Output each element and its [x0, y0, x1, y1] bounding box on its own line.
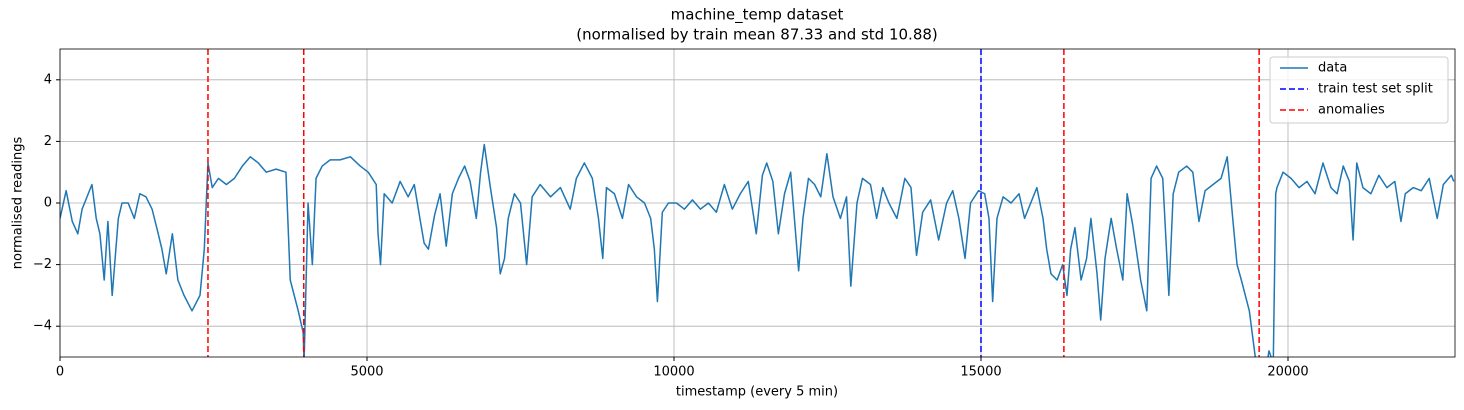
data-line: [60, 143, 1455, 357]
plot-area: [60, 49, 1455, 357]
y-tick-label: −4: [33, 319, 52, 334]
x-tick-label: 20000: [1267, 365, 1308, 380]
y-tick-label: 0: [44, 196, 52, 211]
legend-label: train test set split: [1318, 82, 1433, 97]
legend-box: [1269, 56, 1449, 124]
legend: data train test set split anomalies: [1269, 56, 1449, 124]
y-tick-label: −2: [33, 257, 52, 272]
x-tick-label: 5000: [350, 365, 383, 380]
legend-label: data: [1318, 61, 1347, 76]
chart-title: machine_temp dataset: [671, 6, 844, 25]
x-tick-label: 10000: [653, 365, 694, 380]
legend-label: anomalies: [1318, 103, 1385, 118]
y-tick-label: 2: [44, 134, 52, 149]
y-axis-label: normalised readings: [11, 137, 26, 270]
grid: [59, 49, 1455, 357]
chart-subtitle: (normalised by train mean 87.33 and std …: [576, 26, 938, 44]
x-tick-label: 0: [56, 365, 64, 380]
y-tick-label: 4: [44, 72, 52, 87]
x-axis-label: timestamp (every 5 min): [676, 385, 838, 400]
x-tick-label: 15000: [960, 365, 1001, 380]
